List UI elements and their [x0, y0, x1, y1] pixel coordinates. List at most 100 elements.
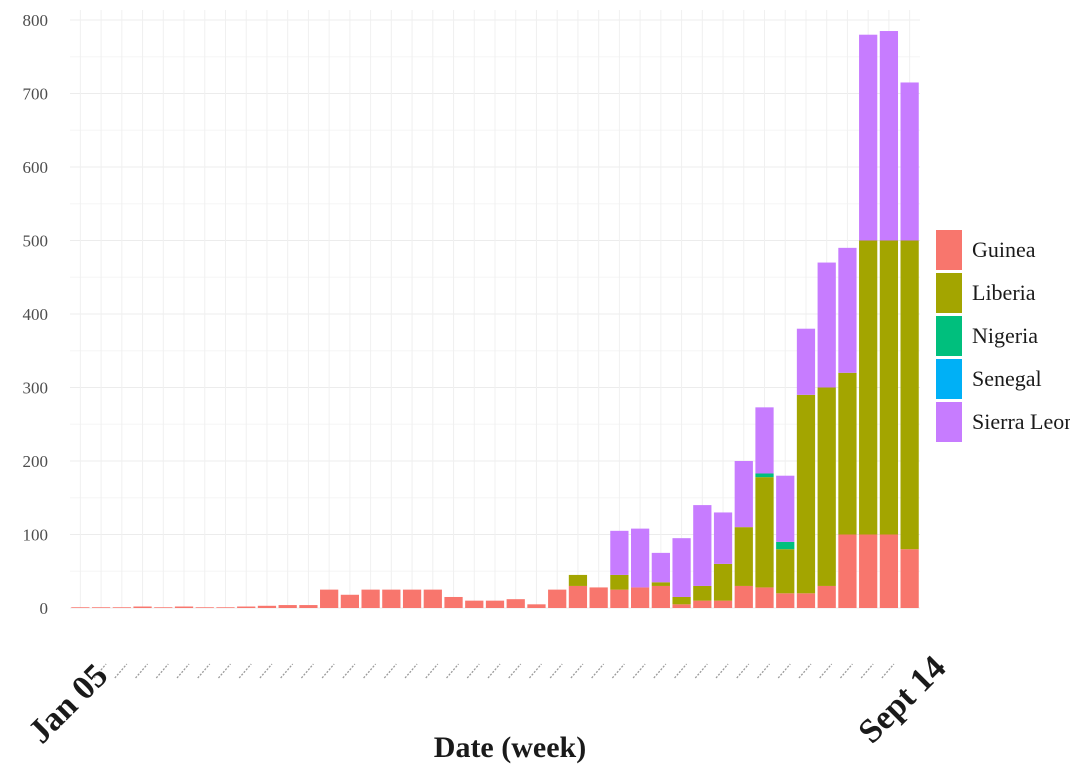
x-tick-mark — [632, 663, 646, 679]
bar-segment-guinea — [340, 594, 359, 608]
y-tick-label: 700 — [23, 85, 49, 104]
bar-segment-liberia — [838, 372, 857, 535]
bar-segment-sierra-leone — [817, 262, 836, 388]
bar-segment-sierra-leone — [713, 512, 733, 564]
bar-segment-guinea — [299, 605, 318, 608]
bar-segment-guinea — [257, 605, 277, 608]
x-tick-mark — [881, 663, 895, 679]
x-tick-mark — [860, 663, 874, 679]
y-tick-label: 100 — [23, 526, 49, 545]
x-axis-label: Date (week) — [434, 731, 586, 764]
bar-segment-guinea — [548, 589, 567, 608]
x-tick-mark — [404, 663, 418, 679]
bar-segment-sierra-leone — [693, 505, 712, 586]
x-tick-mark — [363, 663, 377, 679]
bar-segment-sierra-leone — [610, 530, 629, 575]
bar-segment-guinea — [631, 587, 650, 608]
bar-segment-sierra-leone — [776, 475, 795, 542]
bar-segment-guinea — [776, 593, 795, 608]
bar-segment-guinea — [527, 604, 546, 608]
x-tick-mark — [93, 663, 107, 679]
x-tick-mark — [280, 663, 294, 679]
bar-segment-guinea — [610, 589, 629, 608]
x-tick-mark — [839, 663, 853, 679]
bar-segment-liberia — [879, 240, 899, 535]
x-tick-mark — [238, 663, 252, 679]
bar-segment-guinea — [693, 600, 712, 608]
bar-segment-guinea — [568, 585, 588, 608]
legend-label: Liberia — [972, 280, 1036, 305]
bar-segment-guinea — [817, 585, 836, 608]
bar-segment-guinea — [174, 606, 194, 608]
x-tick-mark — [321, 663, 335, 679]
bar-segment-guinea — [133, 606, 152, 608]
legend-swatch — [936, 230, 962, 270]
bar-segment-guinea — [320, 589, 339, 608]
x-tick-mark — [819, 663, 833, 679]
bar-segment-guinea — [755, 587, 774, 608]
x-tick-mark — [549, 663, 563, 679]
x-tick-mark — [342, 663, 356, 679]
y-tick-label: 800 — [23, 11, 49, 30]
legend-label: Nigeria — [972, 323, 1038, 348]
legend-label: Senegal — [972, 366, 1042, 391]
bar-segment-nigeria — [755, 473, 774, 478]
legend-label: Guinea — [972, 237, 1036, 262]
bar-segment-guinea — [672, 604, 691, 608]
bar-segment-guinea — [444, 596, 463, 608]
bar-segment-sierra-leone — [755, 407, 774, 474]
y-tick-label: 500 — [23, 232, 49, 251]
bar-segment-guinea — [237, 606, 256, 608]
bar-segment-liberia — [755, 477, 774, 588]
x-tick-mark — [135, 663, 149, 679]
bar-segment-liberia — [796, 394, 816, 594]
bar-segment-liberia — [776, 549, 795, 594]
bar-segment-sierra-leone — [631, 528, 650, 588]
bar-segment-guinea — [195, 607, 214, 608]
bar-segment-sierra-leone — [651, 552, 670, 583]
bar-segment-guinea — [382, 589, 401, 608]
bar-segment-guinea — [402, 589, 422, 608]
bar-segment-guinea — [361, 589, 380, 608]
y-tick-label: 600 — [23, 158, 49, 177]
x-tick-mark — [611, 663, 625, 679]
bar-segment-guinea — [112, 607, 131, 608]
x-tick-mark — [217, 663, 231, 679]
x-tick-mark — [653, 663, 667, 679]
bar-segment-liberia — [859, 240, 878, 535]
x-tick-mark — [259, 663, 273, 679]
bar-segment-guinea — [91, 607, 111, 608]
x-tick-mark — [197, 663, 211, 679]
legend-swatch — [936, 402, 962, 442]
bar-segment-liberia — [734, 527, 753, 586]
legend: Guinea Liberia Nigeria Senegal Sierra Leone — [936, 230, 1070, 442]
legend-swatch — [936, 359, 962, 399]
bar-segment-liberia — [610, 574, 629, 590]
bar-segment-sierra-leone — [838, 247, 857, 373]
bar-segment-liberia — [693, 585, 712, 601]
bar-segment-guinea — [838, 534, 857, 608]
bar-segment-liberia — [817, 387, 836, 586]
x-tick-mark — [528, 663, 542, 679]
bar-segment-guinea — [713, 600, 733, 608]
bar-segment-sierra-leone — [672, 538, 691, 597]
bar-segment-liberia — [713, 563, 733, 601]
x-tick-mark — [466, 663, 480, 679]
x-tick-mark — [446, 663, 460, 679]
legend-swatch — [936, 273, 962, 313]
bars — [71, 31, 919, 608]
y-tick-label: 300 — [23, 379, 49, 398]
x-last-label: Sept 14 — [851, 649, 953, 751]
bar-segment-guinea — [465, 600, 484, 608]
bar-segment-guinea — [900, 549, 919, 608]
x-tick-mark — [798, 663, 812, 679]
x-tick-mark — [694, 663, 708, 679]
bar-segment-guinea — [879, 534, 899, 608]
x-tick-mark — [114, 663, 128, 679]
bar-segment-liberia — [672, 596, 691, 605]
x-tick-mark — [736, 663, 750, 679]
bar-segment-sierra-leone — [734, 461, 753, 528]
x-tick-mark — [155, 663, 169, 679]
bar-segment-guinea — [589, 587, 608, 608]
